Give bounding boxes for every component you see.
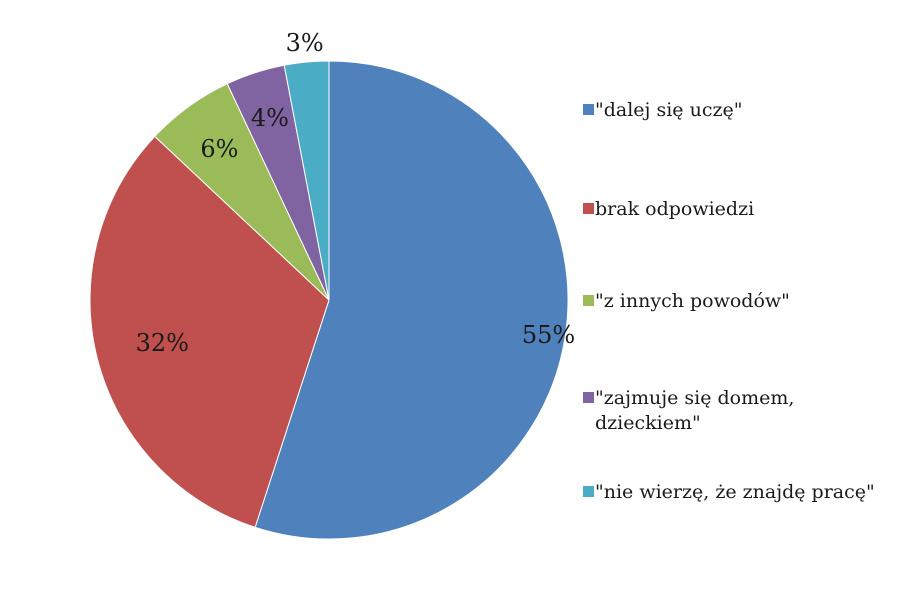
data-label: 55% — [522, 321, 575, 349]
legend-item: "zajmuje się domem, dzieckiem" — [583, 387, 794, 434]
legend-item: "nie wierzę, że znajdę pracę" — [583, 481, 875, 503]
legend-swatch — [583, 295, 594, 306]
legend-label: brak odpowiedzi — [595, 198, 754, 220]
legend-swatch — [583, 486, 594, 497]
legend-label: "nie wierzę, że znajdę pracę" — [595, 481, 875, 503]
legend-swatch — [583, 104, 594, 115]
data-label: 4% — [251, 104, 289, 132]
pie-slice — [283, 60, 330, 301]
data-label: 32% — [136, 329, 189, 357]
legend-label: "z innych powodów" — [595, 290, 790, 312]
legend-item: brak odpowiedzi — [583, 198, 754, 220]
legend-label: "zajmuje się domem, dzieckiem" — [595, 387, 794, 434]
legend-item: "dalej się uczę" — [583, 99, 742, 121]
legend-swatch — [583, 203, 594, 214]
pie-slice — [89, 135, 330, 528]
legend-swatch — [583, 392, 594, 403]
data-label: 6% — [200, 135, 238, 163]
pie-slice — [254, 60, 569, 540]
pie-slices — [89, 60, 569, 540]
legend-item: "z innych powodów" — [583, 290, 790, 312]
legend-label: "dalej się uczę" — [595, 99, 742, 121]
data-label: 3% — [286, 29, 324, 57]
legend: "dalej się uczę" brak odpowiedzi "z innych… — [583, 99, 875, 503]
pie-data-labels: 55% 32% 6% 4% 3% — [136, 29, 576, 357]
